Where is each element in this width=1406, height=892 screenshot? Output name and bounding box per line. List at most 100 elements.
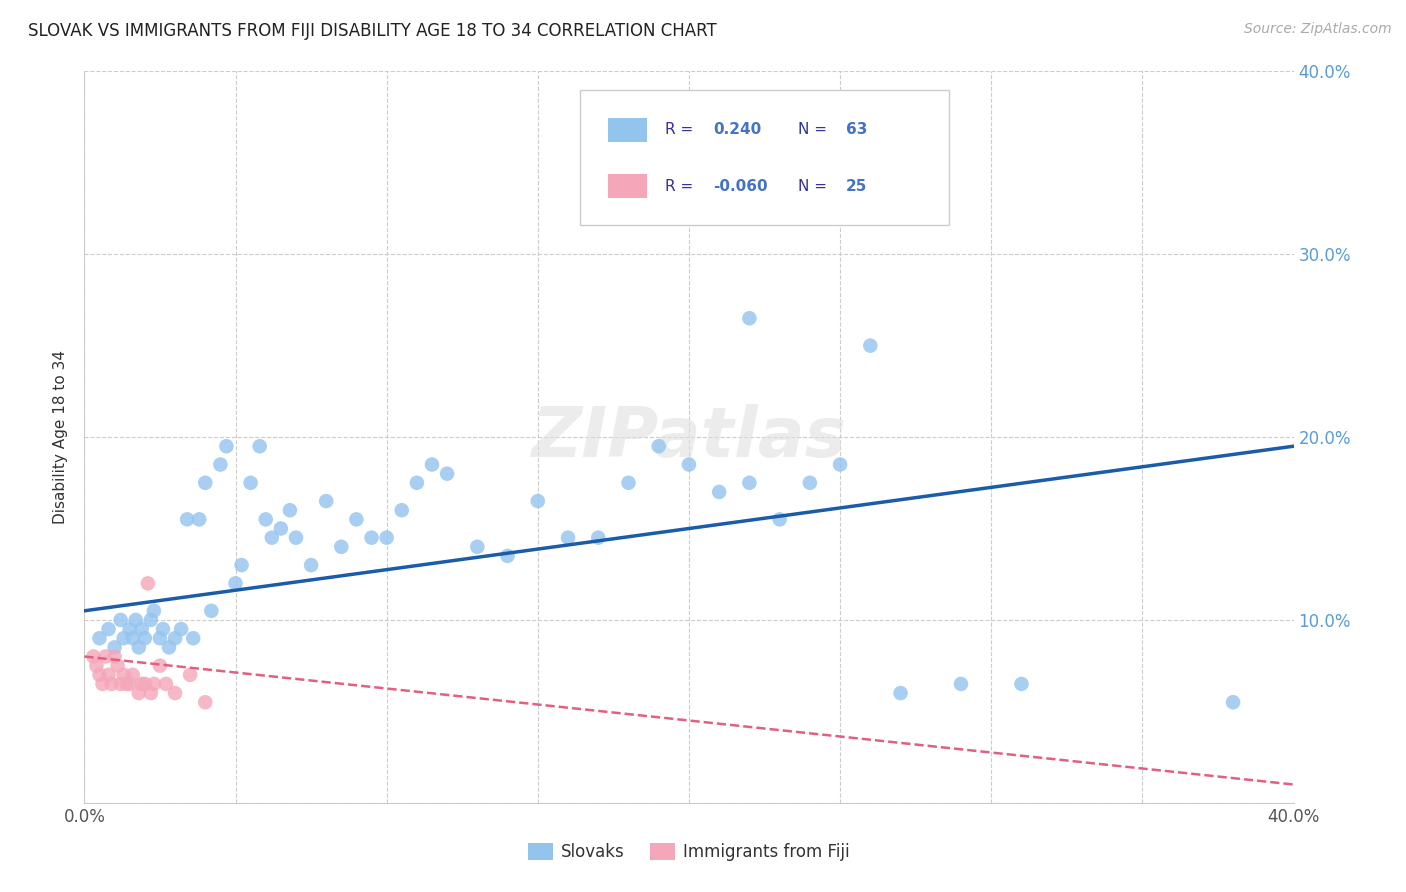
Point (194, 475, 217, 490)
Point (149, 632, 172, 646)
Point (527, 494, 550, 508)
Point (112, 667, 135, 681)
Point (890, 686, 912, 700)
Point (496, 549, 519, 563)
Text: -0.060: -0.060 (713, 178, 768, 194)
Point (360, 531, 382, 545)
Point (346, 512, 368, 526)
Point (89, 667, 111, 681)
Point (436, 467, 458, 481)
Point (128, 640, 150, 655)
Point (170, 622, 193, 636)
Point (260, 531, 283, 545)
Point (104, 640, 127, 655)
Point (188, 512, 211, 526)
Point (406, 475, 429, 490)
Point (1222, 695, 1244, 709)
Point (142, 604, 165, 618)
Point (315, 494, 337, 508)
Point (94, 649, 117, 664)
Point (799, 475, 821, 490)
Point (420, 458, 443, 472)
Point (89, 632, 111, 646)
Point (157, 640, 180, 655)
Point (225, 576, 247, 591)
Point (131, 677, 153, 691)
Point (118, 622, 141, 636)
Point (278, 503, 301, 517)
Point (134, 677, 156, 691)
Point (121, 667, 143, 681)
Point (200, 604, 222, 618)
Y-axis label: Disability Age 18 to 34: Disability Age 18 to 34 (53, 350, 69, 524)
Point (136, 576, 159, 591)
Point (249, 439, 271, 453)
Point (82, 649, 104, 664)
Point (769, 512, 792, 526)
Point (181, 632, 204, 646)
Point (738, 475, 761, 490)
Point (115, 677, 138, 691)
Point (285, 531, 308, 545)
Point (950, 677, 973, 691)
Point (110, 677, 132, 691)
Point (91, 677, 114, 691)
Point (139, 686, 162, 700)
Point (709, 485, 731, 500)
Point (104, 649, 127, 664)
Point (176, 512, 198, 526)
Point (118, 677, 141, 691)
Point (179, 667, 201, 681)
Point (112, 632, 135, 646)
Point (215, 439, 238, 453)
Text: 25: 25 (846, 178, 868, 194)
Text: N =: N = (797, 178, 827, 194)
Point (330, 540, 353, 554)
Point (142, 677, 165, 691)
Text: 63: 63 (846, 122, 868, 137)
Point (139, 613, 162, 627)
Point (588, 531, 610, 545)
Point (86, 658, 108, 673)
Point (254, 512, 277, 526)
Point (149, 658, 172, 673)
Point (738, 311, 761, 326)
Point (194, 695, 217, 709)
FancyBboxPatch shape (607, 118, 647, 142)
Point (97, 622, 120, 636)
Point (678, 458, 700, 472)
Point (467, 540, 489, 554)
Point (299, 558, 322, 573)
Text: 0.240: 0.240 (713, 122, 762, 137)
Point (391, 503, 413, 517)
Point (617, 475, 640, 490)
Point (155, 677, 177, 691)
FancyBboxPatch shape (581, 89, 949, 225)
Point (121, 632, 143, 646)
Point (128, 686, 150, 700)
Point (97, 667, 120, 681)
Point (830, 458, 852, 472)
Point (131, 622, 153, 636)
Point (270, 521, 292, 535)
Point (375, 531, 398, 545)
Text: Source: ZipAtlas.com: Source: ZipAtlas.com (1244, 22, 1392, 37)
Point (152, 622, 174, 636)
Text: SLOVAK VS IMMIGRANTS FROM FIJI DISABILITY AGE 18 TO 34 CORRELATION CHART: SLOVAK VS IMMIGRANTS FROM FIJI DISABILIT… (28, 22, 717, 40)
Point (231, 558, 253, 573)
Point (165, 632, 187, 646)
Text: R =: R = (665, 122, 693, 137)
Point (239, 475, 262, 490)
FancyBboxPatch shape (607, 175, 647, 198)
Point (134, 632, 156, 646)
Point (107, 658, 129, 673)
Point (125, 613, 148, 627)
Text: ZIPatlas: ZIPatlas (531, 403, 846, 471)
Point (209, 458, 232, 472)
Point (1011, 677, 1033, 691)
Point (648, 439, 671, 453)
Text: N =: N = (797, 122, 827, 137)
Point (859, 338, 882, 352)
Legend: Slovaks, Immigrants from Fiji: Slovaks, Immigrants from Fiji (522, 836, 856, 868)
Text: R =: R = (665, 178, 693, 194)
